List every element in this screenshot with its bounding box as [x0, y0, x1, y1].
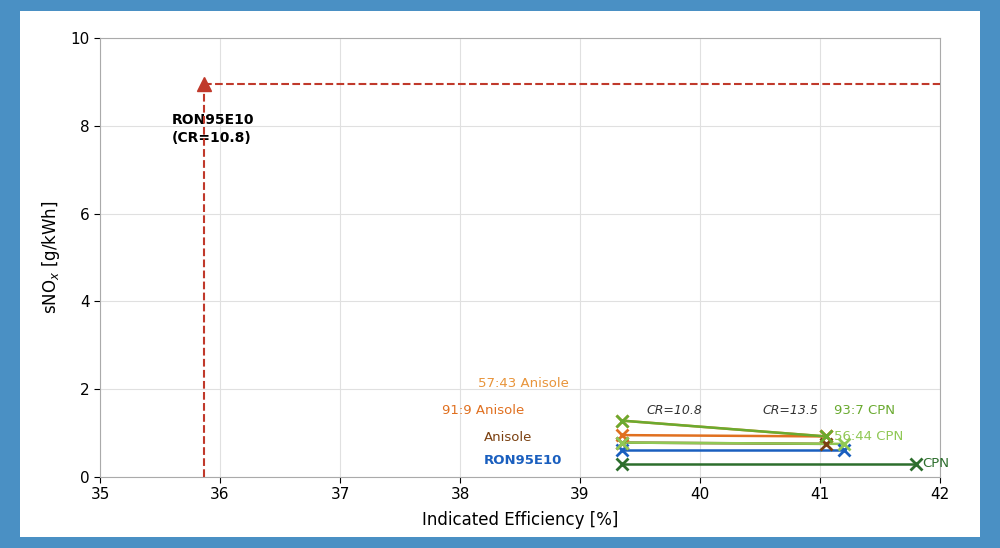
- Text: 56:44 CPN: 56:44 CPN: [834, 430, 904, 443]
- Text: RON95E10: RON95E10: [484, 454, 562, 466]
- Text: RON95E10
(CR=10.8): RON95E10 (CR=10.8): [172, 113, 254, 145]
- Text: CR=13.5: CR=13.5: [762, 404, 818, 416]
- Text: CR=10.8: CR=10.8: [646, 404, 702, 416]
- Y-axis label: sNO$_x$ [g/kWh]: sNO$_x$ [g/kWh]: [40, 201, 62, 314]
- Text: 57:43 Anisole: 57:43 Anisole: [478, 378, 569, 390]
- Text: CPN: CPN: [922, 457, 949, 470]
- Text: 93:7 CPN: 93:7 CPN: [834, 404, 895, 416]
- Text: 91:9 Anisole: 91:9 Anisole: [442, 404, 524, 416]
- X-axis label: Indicated Efficiency [%]: Indicated Efficiency [%]: [422, 511, 618, 528]
- Text: Anisole: Anisole: [484, 431, 532, 444]
- FancyBboxPatch shape: [10, 5, 990, 543]
